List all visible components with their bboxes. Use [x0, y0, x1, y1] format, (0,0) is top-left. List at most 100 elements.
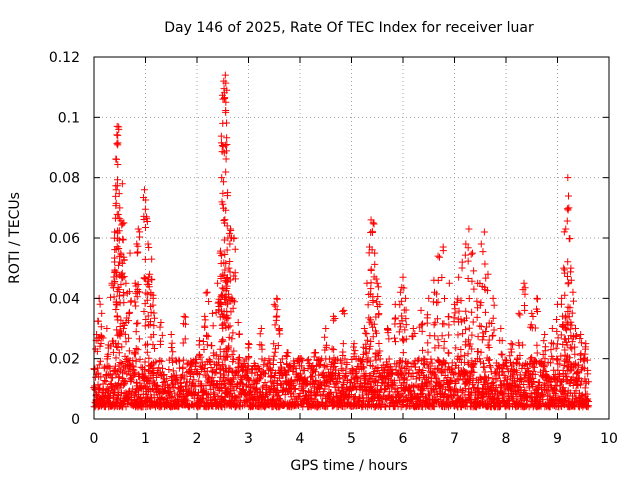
data-point — [569, 288, 577, 296]
data-point — [119, 236, 127, 244]
data-point — [158, 331, 166, 339]
data-point — [363, 279, 371, 287]
data-point — [278, 381, 286, 389]
data-point — [564, 280, 572, 288]
data-point — [217, 132, 225, 140]
data-point — [454, 295, 462, 303]
data-point — [245, 340, 253, 348]
data-point — [261, 370, 269, 378]
data-point — [581, 350, 589, 358]
data-point — [364, 336, 372, 344]
data-point — [373, 279, 381, 287]
data-point — [458, 264, 466, 272]
data-point — [223, 119, 231, 127]
data-point — [227, 389, 235, 397]
data-point — [133, 320, 141, 328]
data-point — [105, 362, 113, 370]
data-point — [440, 295, 448, 303]
data-point — [402, 306, 410, 314]
data-point — [229, 329, 237, 337]
data-point — [424, 339, 432, 347]
data-point — [193, 356, 201, 364]
data-point — [119, 235, 127, 243]
data-point — [419, 346, 427, 354]
data-point — [520, 279, 528, 287]
data-point — [153, 367, 161, 375]
x-tick-label: 5 — [347, 431, 356, 447]
data-point — [309, 369, 317, 377]
data-point — [192, 360, 200, 368]
data-point — [205, 390, 213, 398]
data-point — [565, 192, 573, 200]
y-tick-label: 0.1 — [58, 110, 80, 126]
data-point — [112, 305, 120, 313]
data-point — [141, 366, 149, 374]
data-point — [468, 331, 476, 339]
data-point — [157, 318, 165, 326]
chart-title: Day 146 of 2025, Rate Of TEC Index for r… — [164, 20, 534, 36]
data-point — [96, 300, 104, 308]
data-point — [132, 302, 140, 310]
data-point — [489, 294, 497, 302]
data-point — [469, 318, 477, 326]
data-point — [244, 362, 252, 370]
data-point — [371, 260, 379, 268]
data-point — [127, 377, 135, 385]
data-point — [222, 108, 230, 116]
data-point — [178, 392, 186, 400]
data-point — [214, 392, 222, 400]
data-point — [154, 381, 162, 389]
data-point — [220, 178, 228, 186]
data-point — [220, 371, 228, 379]
data-point — [306, 391, 314, 399]
data-point — [222, 168, 230, 176]
data-point — [145, 243, 153, 251]
data-point — [140, 274, 148, 282]
data-point — [180, 356, 188, 364]
data-point — [521, 306, 529, 314]
data-point — [102, 378, 110, 386]
data-point — [560, 264, 568, 272]
data-point — [481, 260, 489, 268]
data-point — [132, 289, 140, 297]
data-point — [516, 311, 524, 319]
y-tick-label: 0.02 — [49, 352, 80, 368]
data-point — [316, 361, 324, 369]
data-point — [219, 361, 227, 369]
data-point — [95, 361, 103, 369]
data-point — [567, 268, 575, 276]
data-point — [490, 301, 498, 309]
data-point — [168, 339, 176, 347]
data-point — [225, 264, 233, 272]
data-point — [189, 401, 197, 409]
data-point — [552, 315, 560, 323]
data-point — [329, 316, 337, 324]
data-point — [248, 394, 256, 402]
data-point — [577, 331, 585, 339]
data-point — [200, 368, 208, 376]
data-point — [222, 155, 230, 163]
x-axis-label: GPS time / hours — [290, 458, 407, 474]
data-point — [370, 368, 378, 376]
data-point — [487, 363, 495, 371]
data-point — [203, 341, 211, 349]
data-point — [114, 395, 122, 403]
data-point — [218, 174, 226, 182]
data-point — [114, 131, 122, 139]
data-point — [561, 266, 569, 274]
data-point — [169, 367, 177, 375]
data-point — [195, 341, 203, 349]
data-point — [130, 350, 138, 358]
data-point — [113, 140, 121, 148]
data-point — [121, 379, 129, 387]
data-point — [498, 351, 506, 359]
data-point — [230, 386, 238, 394]
data-point — [120, 299, 128, 307]
data-point — [141, 205, 149, 213]
x-tick-label: 3 — [244, 431, 253, 447]
data-point — [158, 357, 166, 365]
data-point — [499, 368, 507, 376]
x-tick-label: 9 — [553, 431, 562, 447]
data-point — [557, 300, 565, 308]
